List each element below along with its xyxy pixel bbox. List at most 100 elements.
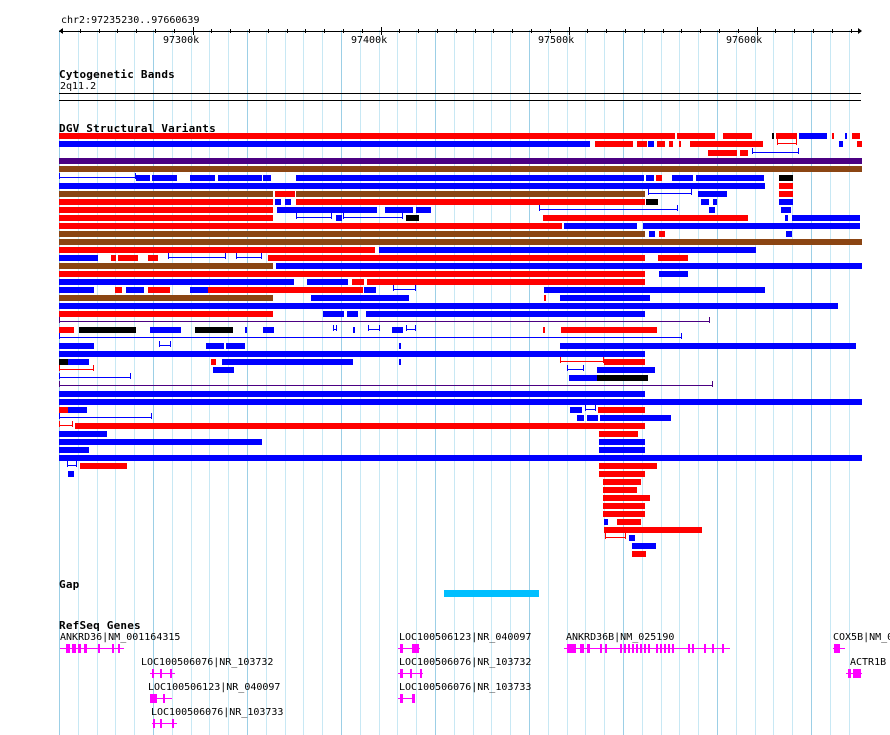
sv-feature[interactable] (577, 415, 584, 421)
sv-feature[interactable] (648, 193, 692, 194)
sv-feature[interactable] (406, 215, 419, 221)
sv-feature[interactable] (59, 407, 68, 413)
sv-feature[interactable] (709, 207, 715, 213)
sv-feature[interactable] (723, 133, 752, 139)
gene-exon[interactable] (118, 644, 120, 653)
sv-feature[interactable] (543, 215, 748, 221)
sv-feature[interactable] (649, 231, 655, 237)
sv-feature[interactable] (857, 141, 862, 147)
track-title-dgv[interactable]: DGV Structural Variants (59, 122, 216, 135)
sv-feature[interactable] (59, 431, 107, 437)
sv-feature[interactable] (416, 207, 431, 213)
sv-feature[interactable] (115, 287, 122, 293)
gene-exon[interactable] (628, 644, 630, 653)
sv-feature[interactable] (296, 175, 644, 181)
sv-feature[interactable] (599, 471, 645, 477)
sv-feature[interactable] (632, 543, 656, 549)
sv-feature[interactable] (59, 391, 645, 397)
sv-feature[interactable] (59, 255, 98, 261)
gene-exon[interactable] (72, 644, 76, 653)
sv-feature[interactable] (59, 377, 131, 378)
sv-feature[interactable] (126, 287, 144, 293)
sv-feature[interactable] (385, 207, 413, 213)
gene-intron-line[interactable] (60, 648, 124, 649)
sv-feature[interactable] (268, 255, 645, 261)
track-title-gap[interactable]: Gap (59, 578, 80, 591)
sv-feature[interactable] (604, 359, 645, 365)
sv-feature[interactable] (148, 287, 170, 293)
sv-feature[interactable] (708, 150, 737, 156)
sv-feature[interactable] (560, 295, 650, 301)
sv-feature[interactable] (75, 423, 645, 429)
sv-feature[interactable] (643, 223, 860, 229)
gene-exon[interactable] (692, 644, 694, 653)
sv-feature[interactable] (696, 175, 764, 181)
sv-feature[interactable] (59, 263, 273, 269)
sv-feature[interactable] (59, 447, 89, 453)
sv-feature[interactable] (364, 287, 376, 293)
sv-feature[interactable] (567, 369, 584, 370)
sv-feature[interactable] (59, 287, 94, 293)
sv-feature[interactable] (629, 535, 635, 541)
sv-feature[interactable] (560, 343, 856, 349)
sv-feature[interactable] (603, 511, 645, 517)
sv-feature[interactable] (599, 431, 638, 437)
gene-exon[interactable] (112, 644, 114, 653)
sv-feature[interactable] (59, 351, 645, 357)
sv-feature[interactable] (599, 463, 657, 469)
gene-exon[interactable] (163, 694, 165, 703)
sv-feature[interactable] (781, 207, 791, 213)
sv-feature[interactable] (792, 215, 860, 221)
sv-feature[interactable] (275, 191, 295, 197)
sv-feature[interactable] (544, 287, 765, 293)
gene-exon[interactable] (410, 669, 412, 678)
sv-feature[interactable] (779, 199, 793, 205)
gene-exon[interactable] (420, 669, 422, 678)
sv-feature[interactable] (701, 199, 709, 205)
sv-feature[interactable] (208, 287, 363, 293)
sv-feature[interactable] (190, 175, 215, 181)
gene-intron-line[interactable] (398, 648, 420, 649)
sv-feature[interactable] (539, 209, 678, 210)
gene-exon[interactable] (605, 644, 607, 653)
sv-feature[interactable] (222, 359, 353, 365)
sv-feature[interactable] (59, 295, 273, 301)
gene-exon[interactable] (636, 644, 638, 653)
sv-feature[interactable] (150, 327, 181, 333)
gene-exon[interactable] (172, 719, 174, 728)
gene-intron-line[interactable] (564, 648, 730, 649)
sv-feature[interactable] (59, 321, 710, 322)
sv-feature[interactable] (672, 175, 693, 181)
sv-feature[interactable] (195, 327, 233, 333)
sv-feature[interactable] (59, 247, 375, 253)
sv-feature[interactable] (648, 141, 654, 147)
sv-feature[interactable] (148, 255, 158, 261)
sv-feature[interactable] (353, 327, 355, 333)
sv-feature[interactable] (600, 415, 645, 421)
sv-feature[interactable] (646, 175, 654, 181)
sv-feature[interactable] (679, 141, 681, 147)
gene-exon[interactable] (704, 644, 706, 653)
sv-feature[interactable] (59, 311, 273, 317)
gene-exon[interactable] (160, 669, 162, 678)
sv-feature[interactable] (659, 271, 688, 277)
sv-feature[interactable] (779, 175, 793, 181)
sv-feature[interactable] (570, 407, 582, 413)
sv-feature[interactable] (59, 158, 862, 164)
sv-feature[interactable] (604, 527, 702, 533)
sv-feature[interactable] (59, 439, 262, 445)
sv-feature[interactable] (406, 329, 416, 330)
sv-feature[interactable] (206, 343, 224, 349)
sv-feature[interactable] (59, 199, 273, 205)
sv-feature[interactable] (59, 425, 73, 426)
gene-exon[interactable] (620, 644, 622, 653)
sv-feature[interactable] (218, 175, 262, 181)
sv-feature[interactable] (67, 465, 77, 466)
sv-feature[interactable] (59, 417, 152, 418)
sv-feature[interactable] (845, 133, 847, 139)
gene-exon[interactable] (600, 644, 602, 653)
sv-feature[interactable] (645, 183, 765, 189)
sv-feature[interactable] (59, 231, 645, 237)
sv-feature[interactable] (59, 207, 273, 213)
sv-feature[interactable] (379, 247, 756, 253)
